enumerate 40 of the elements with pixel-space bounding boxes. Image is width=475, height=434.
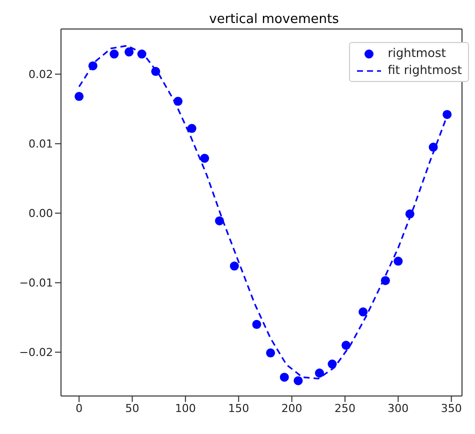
point — [442, 110, 452, 119]
point — [214, 216, 224, 226]
point — [151, 66, 160, 76]
y-tick-label: 0.02 — [28, 68, 53, 82]
point — [124, 47, 134, 56]
point — [328, 360, 337, 369]
point — [173, 96, 183, 106]
point — [342, 340, 351, 350]
point — [200, 154, 210, 163]
x-tick-label: 250 — [334, 402, 356, 415]
y-tick-label: 0.00 — [28, 207, 53, 220]
x-tick-label: 150 — [228, 402, 250, 415]
point — [137, 50, 146, 59]
point — [266, 348, 276, 358]
point — [314, 368, 324, 378]
y-tick-label: −0.01 — [19, 276, 53, 290]
point — [394, 256, 403, 266]
point — [294, 376, 303, 386]
x-tick-label: 300 — [388, 402, 409, 415]
legend-label: fit rightmost — [388, 62, 462, 79]
point — [428, 142, 438, 152]
y-tick-label: 0.01 — [28, 138, 53, 151]
point — [110, 50, 119, 59]
point — [74, 92, 84, 101]
legend-label: rightmost — [388, 45, 446, 62]
point — [405, 209, 414, 218]
point — [230, 262, 239, 271]
x-tick-label: 200 — [281, 402, 302, 415]
point — [358, 307, 368, 316]
x-tick-label: 50 — [125, 402, 140, 415]
x-tick-label: 0 — [76, 402, 83, 415]
chart-title: vertical movements — [208, 12, 340, 27]
x-tick-label: 350 — [440, 402, 462, 415]
point — [380, 276, 390, 286]
point — [187, 124, 196, 133]
point — [280, 372, 289, 382]
y-tick-label: −0.02 — [19, 346, 53, 360]
point — [88, 61, 98, 70]
point — [252, 320, 262, 329]
x-tick-label: 100 — [174, 402, 196, 415]
